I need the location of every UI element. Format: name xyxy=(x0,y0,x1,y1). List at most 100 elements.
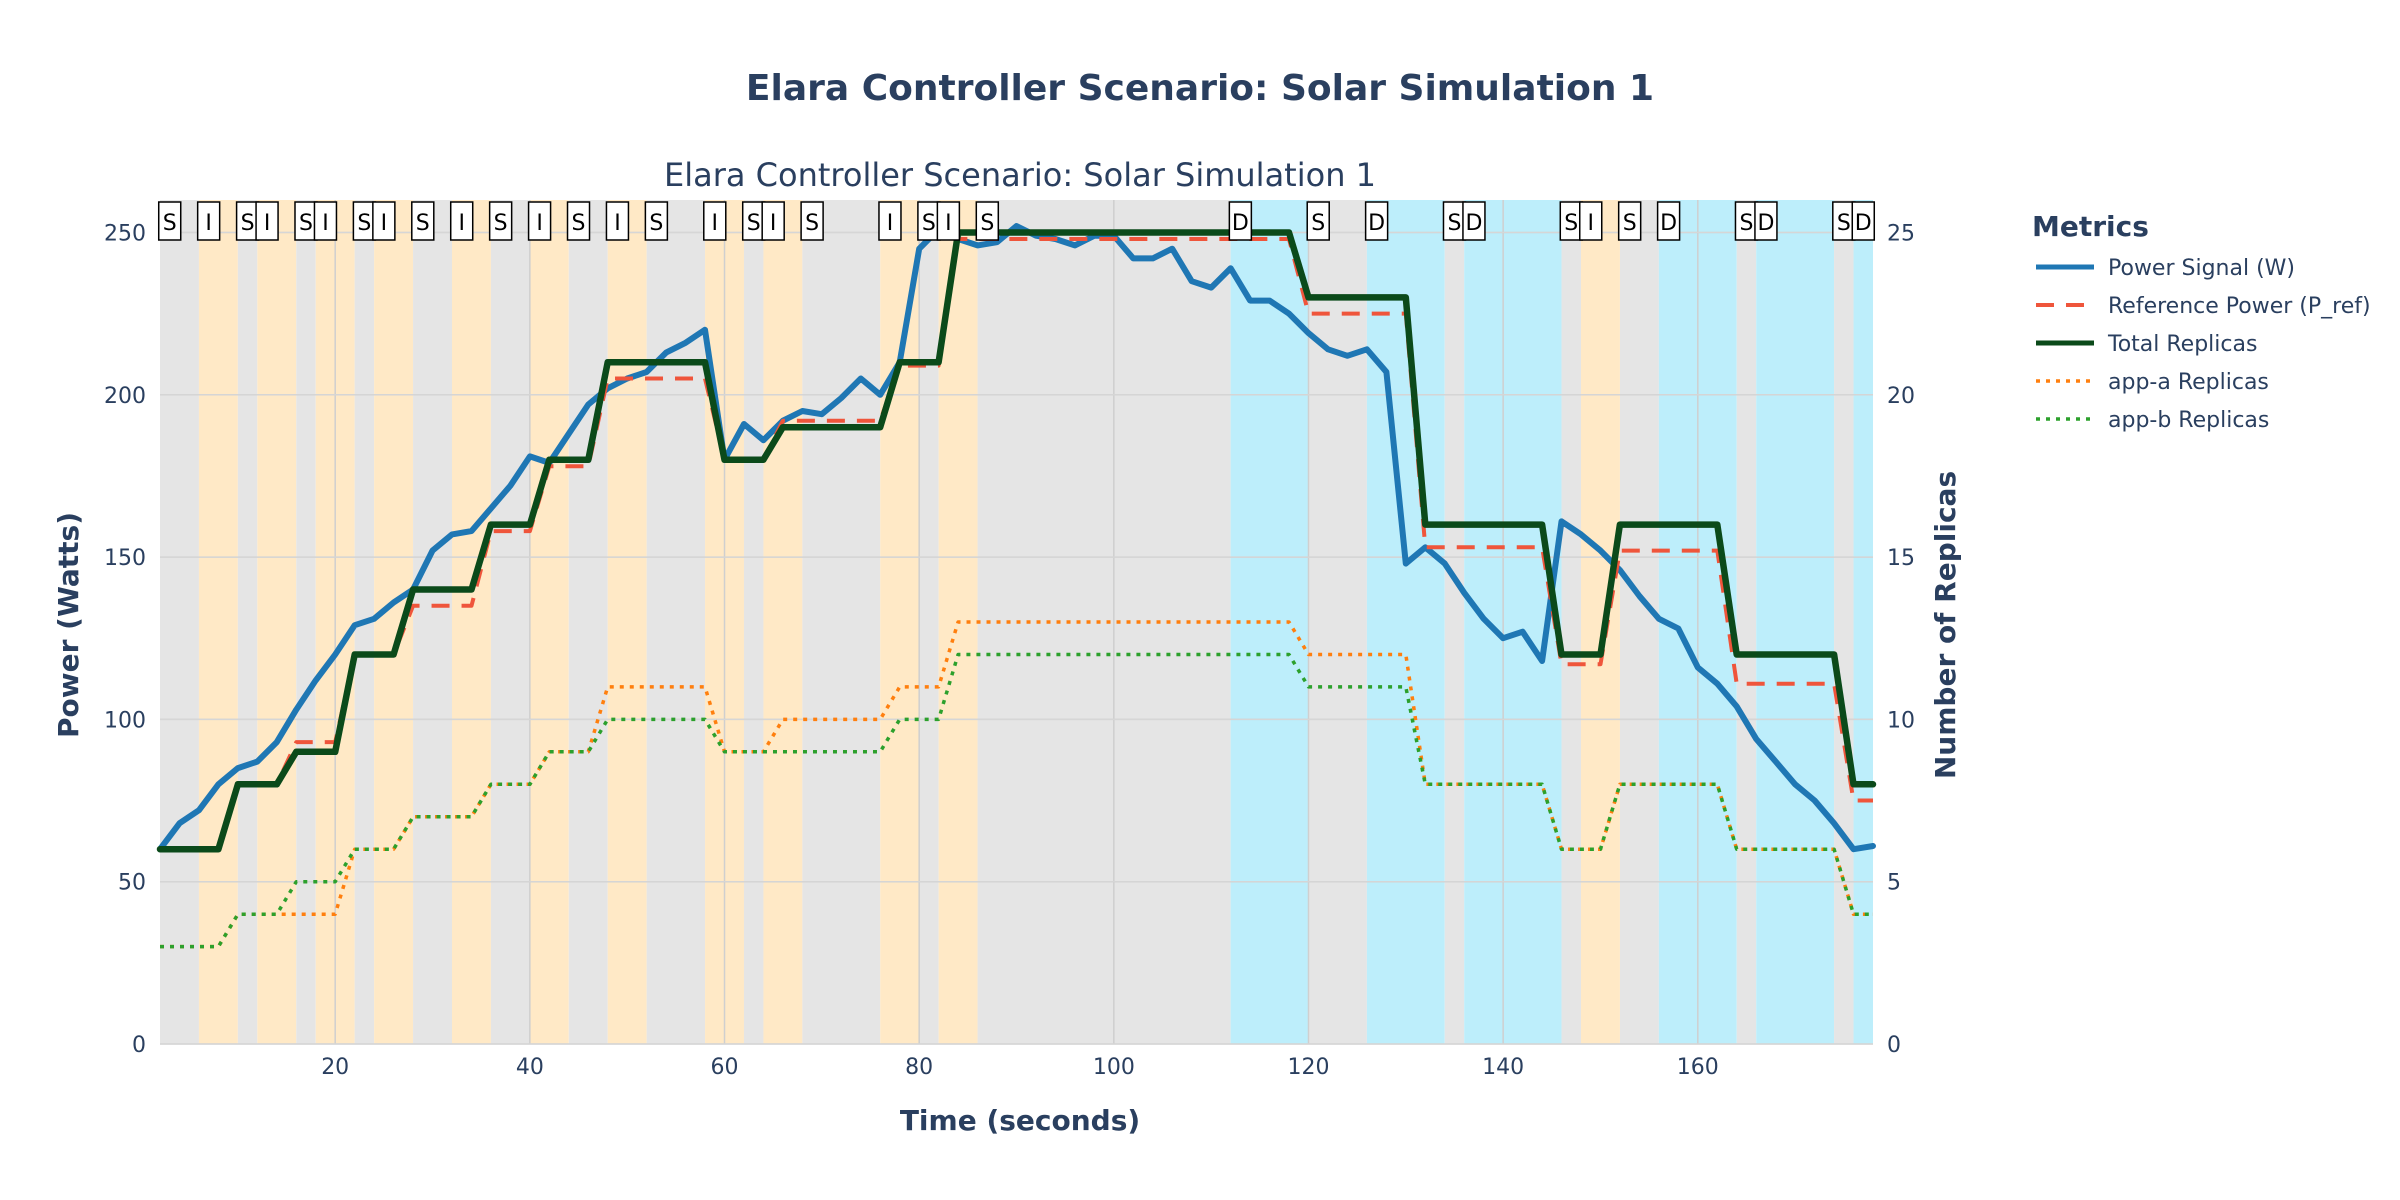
x-tick-label: 60 xyxy=(711,1055,739,1080)
y2-axis-title: Number of Replicas xyxy=(1929,471,1962,779)
x-tick-label: 100 xyxy=(1093,1055,1135,1080)
phase-band-orange xyxy=(257,200,297,1044)
event-marker-box xyxy=(411,201,435,241)
phase-band-cyan xyxy=(1756,200,1835,1044)
axis-ticks: 20 40 60 80 100 120 140 160 0 50 100 150 200 250 0 5 10 1… xyxy=(104,221,1915,1080)
event-marker-box xyxy=(196,201,221,241)
event-marker-box xyxy=(255,201,279,241)
phase-band-gray xyxy=(1736,200,1757,1044)
event-marker-label: I xyxy=(205,211,212,236)
phase-band-orange xyxy=(374,200,414,1044)
event-marker-label: I xyxy=(458,211,465,236)
y2-tick-label: 0 xyxy=(1887,1033,1901,1058)
event-marker-label: D xyxy=(1660,211,1677,236)
event-marker-box xyxy=(449,201,474,241)
event-marker-label: D xyxy=(1465,211,1482,236)
event-marker-label: S xyxy=(357,211,371,236)
event-marker-label: S xyxy=(1447,211,1461,236)
phase-band-orange xyxy=(529,200,569,1044)
x-tick-label: 80 xyxy=(905,1055,933,1080)
x-tick-label: 40 xyxy=(516,1055,544,1080)
phase-bands xyxy=(160,200,1873,1044)
event-marker-box xyxy=(644,201,669,241)
y2-tick-label: 25 xyxy=(1887,221,1915,246)
event-marker-box xyxy=(761,201,785,241)
event-marker-label: S xyxy=(241,211,255,236)
phase-band-cyan xyxy=(1366,200,1445,1044)
event-marker-label: S xyxy=(922,211,936,236)
event-marker-label: S xyxy=(163,211,177,236)
event-marker-label: S xyxy=(649,211,663,236)
event-marker-label: I xyxy=(1587,211,1594,236)
event-marker-box xyxy=(313,201,338,241)
event-marker-label: S xyxy=(299,211,313,236)
legend-item-label: Total Replicas xyxy=(2107,332,2257,357)
event-marker-label: D xyxy=(1232,211,1249,236)
legend-title: Metrics xyxy=(2032,210,2149,243)
phase-band-orange xyxy=(451,200,491,1044)
event-marker-label: I xyxy=(614,211,621,236)
legend-item-label: Reference Power (P_ref) xyxy=(2108,294,2371,319)
phase-band-gray xyxy=(1834,200,1854,1044)
event-marker-label: I xyxy=(770,211,777,236)
event-marker-box xyxy=(1364,201,1389,241)
phase-band-gray xyxy=(490,200,530,1044)
event-marker-label: I xyxy=(264,211,271,236)
phase-band-gray xyxy=(1561,200,1582,1044)
event-marker-label: S xyxy=(416,211,430,236)
phase-band-gray xyxy=(1444,200,1465,1044)
series-lines xyxy=(156,223,1877,949)
phase-band-gray xyxy=(237,200,258,1044)
event-marker-label: S xyxy=(1311,211,1325,236)
event-marker-box xyxy=(157,201,182,241)
series-line-total-replicas xyxy=(156,229,1877,853)
event-marker-label: I xyxy=(945,211,952,236)
event-marker-box xyxy=(605,201,630,241)
event-marker-label: S xyxy=(1623,211,1637,236)
legend-item-label: Power Signal (W) xyxy=(2108,256,2295,281)
grid-lines xyxy=(160,200,1873,1045)
phase-band-orange xyxy=(1581,200,1620,1044)
y-tick-label: 250 xyxy=(104,221,146,246)
event-marker-label: D xyxy=(1757,211,1774,236)
event-marker-box xyxy=(527,201,552,241)
event-marker-label: I xyxy=(381,211,388,236)
event-marker-box xyxy=(1617,201,1642,241)
event-marker-label: S xyxy=(572,211,586,236)
phase-band-orange xyxy=(880,200,920,1044)
event-marker-label: S xyxy=(1739,211,1753,236)
phase-band-orange xyxy=(763,200,803,1044)
phase-band-cyan xyxy=(1853,200,1873,1044)
event-marker-box xyxy=(703,201,727,241)
y2-tick-label: 10 xyxy=(1887,708,1915,733)
x-tick-label: 120 xyxy=(1287,1055,1329,1080)
legend-item-label: app-a Replicas xyxy=(2108,370,2269,395)
event-marker-label: D xyxy=(1855,211,1872,236)
phase-band-gray xyxy=(296,200,316,1044)
chart-subtitle: Elara Controller Scenario: Solar Simulat… xyxy=(664,156,1376,194)
y2-tick-label: 5 xyxy=(1887,871,1901,896)
phase-band-gray xyxy=(743,200,764,1044)
event-marker-box xyxy=(488,201,513,241)
event-marker-box xyxy=(566,201,591,241)
legend-item-label: app-b Replicas xyxy=(2108,408,2269,433)
event-marker-box xyxy=(1851,201,1876,241)
phase-band-gray xyxy=(802,200,881,1044)
y2-tick-label: 20 xyxy=(1887,384,1915,409)
event-marker-label: S xyxy=(1564,211,1578,236)
chart-title: Elara Controller Scenario: Solar Simulat… xyxy=(746,68,1654,109)
event-marker-box xyxy=(1578,201,1603,241)
x-tick-label: 140 xyxy=(1482,1055,1524,1080)
phase-band-gray xyxy=(919,200,939,1044)
phase-band-gray xyxy=(568,200,608,1044)
legend: Metrics Power Signal (W) Reference Power … xyxy=(2032,210,2371,433)
y-tick-label: 0 xyxy=(132,1033,146,1058)
event-marker-box xyxy=(1656,201,1681,241)
event-marker-label: S xyxy=(1837,211,1851,236)
x-tick-label: 20 xyxy=(321,1055,349,1080)
event-marker-label: S xyxy=(805,211,819,236)
event-marker-box xyxy=(975,201,1000,241)
event-marker-label: D xyxy=(1368,211,1385,236)
event-marker-box xyxy=(1754,201,1778,241)
